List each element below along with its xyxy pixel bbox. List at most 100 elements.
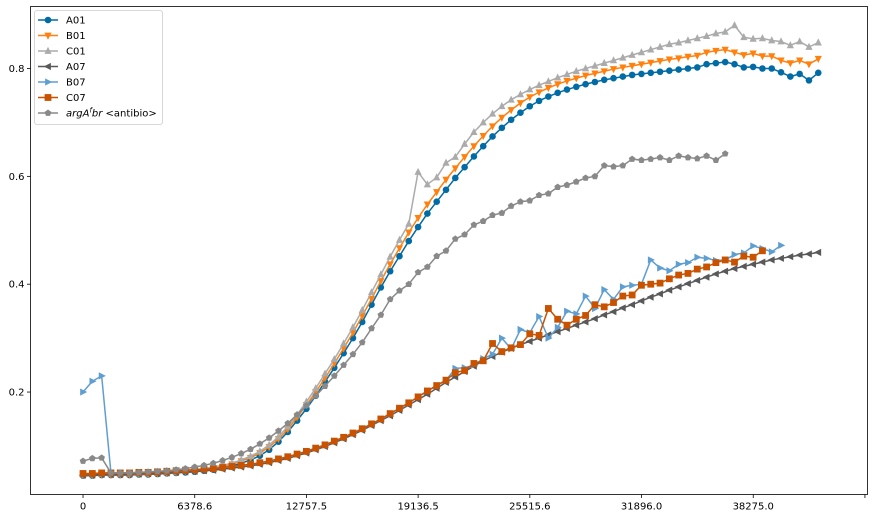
data-point <box>163 467 171 474</box>
x-tick-label: 31896.0 <box>621 502 662 513</box>
data-point <box>805 42 813 50</box>
data-point <box>275 427 282 434</box>
data-point <box>684 36 692 44</box>
data-point <box>814 248 822 256</box>
data-point <box>758 34 767 42</box>
data-point <box>647 155 655 162</box>
data-point <box>684 153 692 161</box>
data-point <box>479 118 487 126</box>
data-point <box>777 37 785 45</box>
data-point <box>637 61 646 69</box>
data-point <box>433 252 441 259</box>
data-point <box>489 340 496 347</box>
data-point <box>256 440 264 447</box>
data-point <box>731 250 739 259</box>
data-point <box>479 357 487 365</box>
data-point <box>98 454 105 461</box>
x-tick-label: 25515.6 <box>509 502 550 513</box>
data-point <box>517 198 524 205</box>
series-6 <box>79 247 766 477</box>
data-point <box>349 429 357 437</box>
data-point <box>684 270 692 277</box>
data-point <box>526 85 534 93</box>
data-point <box>730 21 739 29</box>
data-point <box>805 77 813 84</box>
data-point <box>759 65 766 72</box>
data-point <box>731 258 738 266</box>
data-point <box>525 337 533 345</box>
data-point <box>796 57 804 65</box>
legend-marker <box>43 62 51 71</box>
legend-marker <box>45 78 53 86</box>
data-point <box>582 174 589 181</box>
data-point <box>749 253 757 261</box>
data-point <box>683 280 691 288</box>
x-axis: 0 6378.6 12757.5 19136.5 25515.6 31896.0 38275… <box>80 494 866 513</box>
data-point <box>330 372 338 379</box>
data-point <box>386 410 394 418</box>
data-point <box>545 334 553 342</box>
data-point <box>358 305 366 313</box>
data-point <box>600 311 608 319</box>
data-point <box>647 280 655 288</box>
data-point <box>572 67 580 75</box>
data-point <box>284 453 292 461</box>
data-point <box>609 66 618 74</box>
data-point <box>228 463 236 470</box>
data-point <box>554 315 562 323</box>
data-point <box>646 293 654 301</box>
data-point <box>647 69 655 77</box>
data-point <box>638 156 645 164</box>
data-point <box>98 372 106 380</box>
data-point <box>656 42 664 50</box>
data-point <box>778 241 786 249</box>
data-point <box>638 281 645 289</box>
data-point <box>554 89 561 97</box>
data-point <box>98 469 106 477</box>
data-point <box>377 415 385 423</box>
data-point <box>489 350 497 358</box>
data-point <box>228 453 236 461</box>
data-point <box>507 116 515 124</box>
data-point <box>461 163 468 171</box>
data-point <box>498 334 507 342</box>
data-point <box>572 321 580 329</box>
data-point <box>721 58 729 66</box>
data-point <box>657 264 665 272</box>
data-point <box>730 49 739 57</box>
data-point <box>712 29 720 37</box>
legend-entry: C01 <box>38 47 86 58</box>
data-point <box>665 56 673 64</box>
data-point <box>656 153 664 161</box>
legend-marker <box>44 46 52 54</box>
data-point <box>814 69 822 77</box>
data-point <box>619 292 627 300</box>
data-point <box>107 469 115 476</box>
legend-entry: A07 <box>38 62 86 73</box>
series-2 <box>79 46 822 480</box>
data-point <box>767 256 775 264</box>
data-point <box>377 311 385 318</box>
legend-label: B01 <box>66 31 86 42</box>
series-1 <box>79 58 822 479</box>
data-point <box>470 360 478 367</box>
data-point <box>666 267 674 275</box>
legend-label: C07 <box>66 93 86 104</box>
data-point <box>554 183 562 190</box>
data-point <box>581 72 590 80</box>
x-tick-label: 6378.6 <box>177 502 212 513</box>
data-point <box>655 290 663 298</box>
data-point <box>423 180 431 188</box>
data-point <box>638 70 645 78</box>
data-point <box>544 85 552 93</box>
data-point <box>600 162 608 169</box>
data-point <box>433 173 441 181</box>
data-point <box>358 425 366 433</box>
data-point <box>517 109 524 117</box>
data-point <box>377 270 385 278</box>
data-point <box>367 288 376 296</box>
data-point <box>256 459 264 467</box>
data-point <box>693 64 701 71</box>
data-point <box>89 454 96 462</box>
